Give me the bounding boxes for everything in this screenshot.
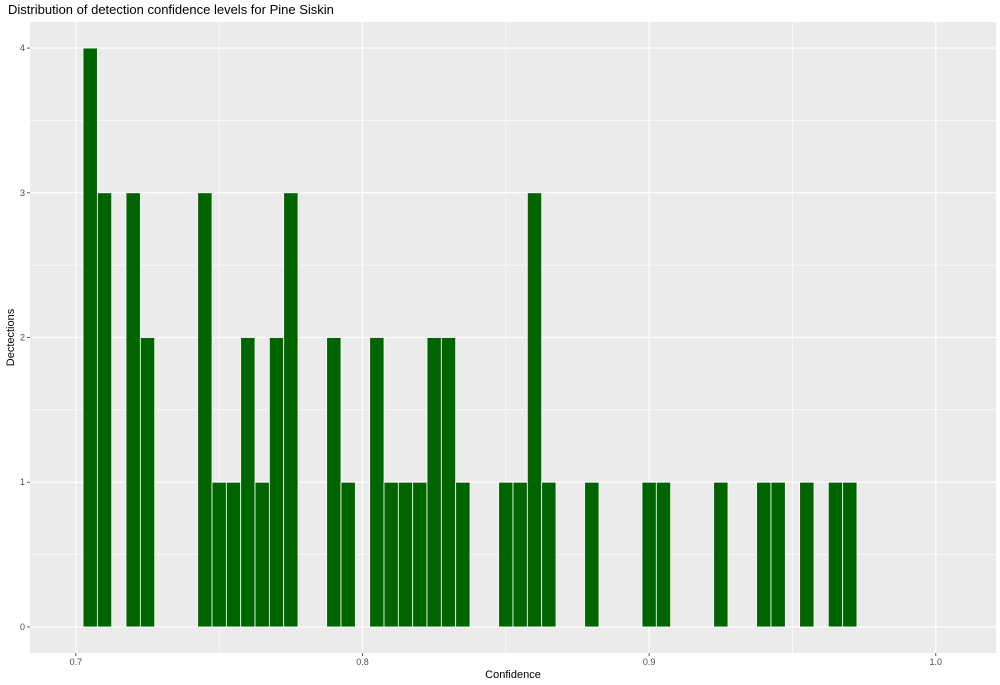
- histogram-bar: [268, 337, 285, 628]
- histogram-bar: [369, 337, 385, 628]
- x-axis: 0.7 0.8 0.9 1.0: [70, 653, 942, 667]
- histogram-bar: [440, 337, 457, 628]
- histogram-bar: [426, 337, 442, 628]
- histogram-bar: [713, 481, 729, 628]
- histogram-bar: [125, 192, 141, 628]
- histogram-bar: [512, 481, 528, 628]
- bars: [82, 47, 858, 628]
- histogram-bar: [842, 481, 858, 628]
- histogram-bar: [197, 192, 213, 628]
- histogram-bar: [641, 481, 657, 628]
- histogram-bar: [82, 47, 98, 628]
- histogram-bar: [412, 481, 428, 628]
- histogram-bar: [541, 481, 557, 628]
- x-tick-label: 1.0: [930, 657, 943, 667]
- histogram-bar: [254, 481, 270, 628]
- histogram-bar: [770, 481, 786, 628]
- x-tick-label: 0.7: [70, 657, 83, 667]
- histogram-bar: [240, 337, 256, 628]
- y-tick-label: 0: [20, 622, 25, 632]
- histogram-bar: [584, 481, 600, 628]
- histogram-bar: [139, 337, 156, 628]
- y-axis: 0 1 2 3 4: [20, 43, 30, 632]
- histogram-bar: [397, 481, 414, 628]
- histogram-bar: [827, 481, 844, 628]
- histogram-bar: [498, 481, 514, 628]
- histogram-bar: [225, 481, 242, 628]
- chart-title: Distribution of detection confidence lev…: [8, 2, 334, 17]
- histogram-bar: [455, 481, 471, 628]
- x-axis-title: Confidence: [485, 669, 541, 681]
- histogram-bar: [655, 481, 672, 628]
- y-tick-label: 2: [20, 333, 25, 343]
- histogram-bar: [96, 192, 113, 628]
- histogram-bar: [799, 481, 815, 628]
- histogram-bar: [383, 481, 399, 628]
- histogram-bar: [340, 481, 356, 628]
- histogram-bar: [211, 481, 227, 628]
- y-tick-label: 4: [20, 43, 25, 53]
- x-tick-label: 0.9: [643, 657, 656, 667]
- histogram-bar: [756, 481, 772, 628]
- y-axis-title: Dectections: [5, 308, 17, 366]
- histogram-bar: [326, 337, 342, 628]
- y-tick-label: 3: [20, 188, 25, 198]
- histogram-bar: [526, 192, 543, 628]
- y-tick-label: 1: [20, 477, 25, 487]
- x-tick-label: 0.8: [356, 657, 369, 667]
- histogram-bar: [283, 192, 299, 628]
